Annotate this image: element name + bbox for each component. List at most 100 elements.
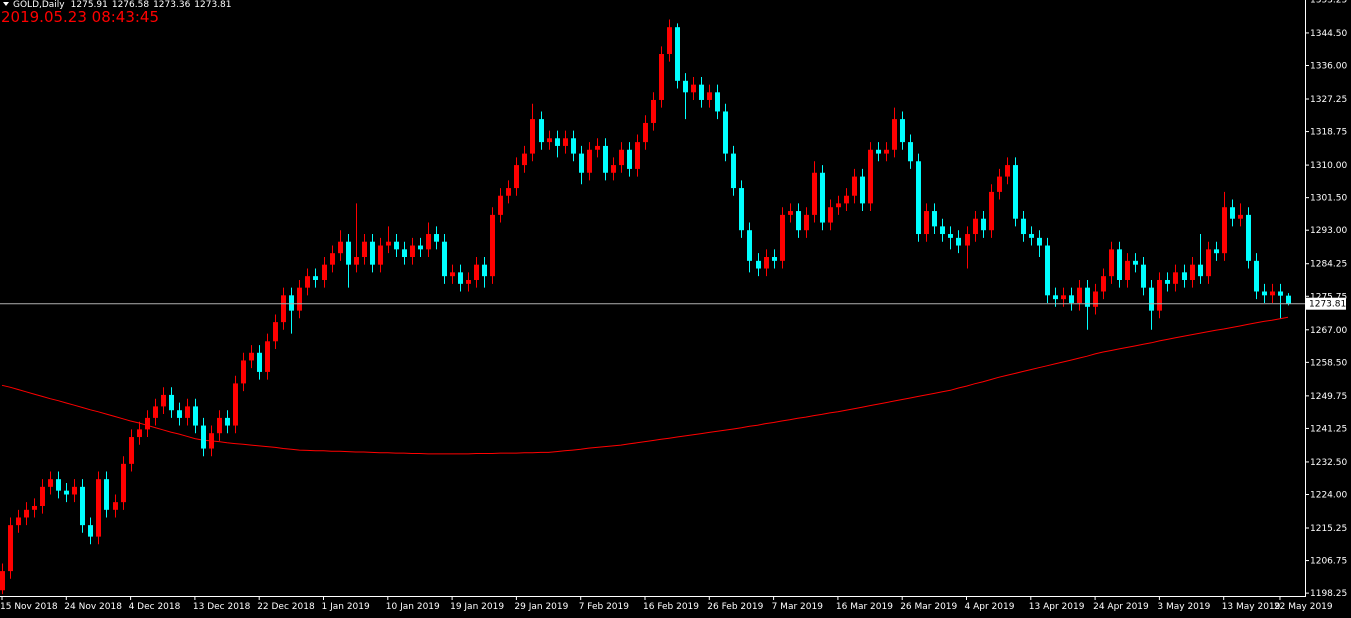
candle-body <box>201 425 206 449</box>
candle-body <box>330 253 335 265</box>
candle-body <box>812 172 817 215</box>
candle-body <box>603 145 608 173</box>
x-tick-label: 10 Jan 2019 <box>386 602 440 612</box>
candle-body <box>1230 207 1235 219</box>
candle-body <box>981 218 986 231</box>
candle-body <box>113 502 118 510</box>
candle-body <box>1053 295 1058 300</box>
candle-body <box>1117 249 1122 280</box>
candle-body <box>667 27 672 55</box>
candle-body <box>418 245 423 250</box>
candle-body <box>539 119 544 143</box>
candle-body <box>64 490 69 495</box>
candle-body <box>24 509 29 518</box>
candle-body <box>322 264 327 280</box>
candle-body <box>1061 295 1066 300</box>
candle-body <box>1069 295 1074 303</box>
candle-body <box>56 479 61 491</box>
candle-body <box>868 149 873 204</box>
candle-body <box>8 525 13 572</box>
candle-body <box>956 237 961 246</box>
candle-body <box>908 142 913 162</box>
candle-body <box>121 463 126 503</box>
candle-body <box>378 245 383 265</box>
x-tick-label: 15 Nov 2018 <box>0 602 58 612</box>
candle-body <box>747 230 752 261</box>
candle-body <box>305 276 310 288</box>
x-tick-label: 13 May 2019 <box>1222 602 1281 612</box>
symbol: GOLD,Daily <box>13 0 65 10</box>
x-tick-label: 29 Jan 2019 <box>514 602 568 612</box>
candle-body <box>145 417 150 430</box>
candle-body <box>249 352 254 361</box>
candle-body <box>691 84 696 93</box>
candle-body <box>731 153 736 189</box>
candle-body <box>506 188 511 196</box>
candle-body <box>1157 279 1162 311</box>
candle-body <box>1246 214 1251 261</box>
candle-body <box>137 429 142 438</box>
candle-body <box>1013 165 1018 219</box>
candle-body <box>1141 264 1146 288</box>
candle-body <box>394 241 399 250</box>
y-tick-label: 1224.00 <box>1310 490 1347 500</box>
candle-body <box>522 153 527 166</box>
candle-body <box>571 138 576 154</box>
y-tick-label: 1293.00 <box>1310 226 1347 236</box>
x-tick-label: 4 Apr 2019 <box>965 602 1015 612</box>
candle-body <box>474 264 479 280</box>
candle-body <box>498 195 503 215</box>
candle-body <box>1125 260 1130 280</box>
candle-body <box>96 479 101 537</box>
candle-body <box>651 99 656 123</box>
x-tick-label: 7 Mar 2019 <box>772 602 824 612</box>
candle-body <box>643 122 648 143</box>
x-tick-label: 4 Dec 2018 <box>129 602 181 612</box>
candle-body <box>1037 237 1042 246</box>
candle-body <box>104 479 109 510</box>
x-tick-label: 24 Nov 2018 <box>64 602 122 612</box>
candle-body <box>490 214 495 277</box>
candle-body <box>225 417 230 426</box>
x-tick-label: 13 Dec 2018 <box>193 602 251 612</box>
candle-body <box>402 249 407 258</box>
plot-area <box>0 19 1305 595</box>
candle-body <box>1005 165 1010 177</box>
candle-body <box>683 80 688 93</box>
candle-body <box>1190 264 1195 280</box>
candle-body <box>1085 287 1090 307</box>
candle-body <box>1093 291 1098 307</box>
candle-body <box>32 505 37 510</box>
candle-body <box>940 226 945 235</box>
candle-body <box>153 406 158 418</box>
candle-body <box>530 119 535 154</box>
candle-body <box>852 176 857 196</box>
candle-body <box>836 203 841 208</box>
y-tick-label: 1258.50 <box>1310 358 1347 368</box>
candle-body <box>48 479 53 487</box>
candle-body <box>619 149 624 166</box>
candle-body <box>772 257 777 261</box>
candle-body <box>932 211 937 227</box>
candle-body <box>860 176 865 204</box>
candle-body <box>828 207 833 223</box>
candle-body <box>884 149 889 154</box>
candle-body <box>892 119 897 150</box>
candle-body <box>924 211 929 235</box>
candle-body <box>193 406 198 426</box>
x-tick-label: 22 Dec 2018 <box>257 602 315 612</box>
x-tick-label: 22 May 2019 <box>1274 602 1333 612</box>
candle-body <box>916 161 921 235</box>
y-tick-label: 1327.25 <box>1310 95 1347 105</box>
candle-body <box>739 188 744 231</box>
candle-body <box>434 234 439 242</box>
candle-body <box>1021 218 1026 235</box>
candle-body <box>764 257 769 269</box>
candle-body <box>313 276 318 280</box>
candle-body <box>0 571 5 591</box>
y-tick-label: 1344.50 <box>1310 29 1347 39</box>
candle-body <box>715 92 720 112</box>
candle-body <box>804 214 809 231</box>
candle-body <box>627 149 632 169</box>
candle-body <box>450 272 455 277</box>
